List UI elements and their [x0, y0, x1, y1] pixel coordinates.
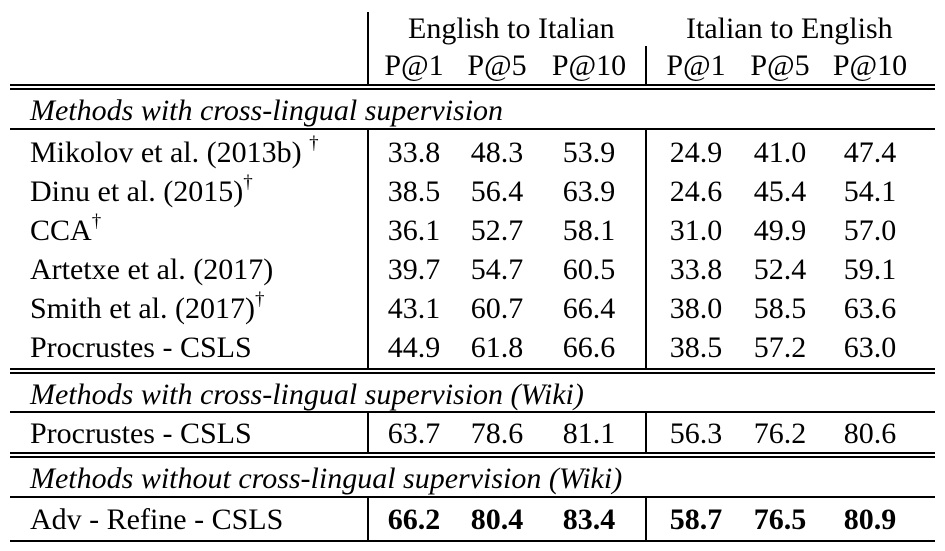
section-title: Methods without cross-lingual supervisio…	[30, 462, 623, 495]
dagger-mark: †	[254, 289, 265, 310]
rule-header-bottom-2	[10, 88, 935, 90]
cell-value: 54.7	[470, 253, 524, 286]
cell-value: 63.7	[387, 417, 441, 450]
group-header-it-en: Italian to English	[686, 12, 893, 45]
cell-value: 33.8	[669, 253, 723, 286]
cell-value: 57.2	[753, 331, 807, 364]
cell-value: 66.2	[387, 503, 441, 536]
cell-value: 60.7	[470, 292, 524, 325]
rule-header-bottom-1	[10, 84, 935, 86]
cell-value: 80.4	[470, 503, 524, 536]
cell-value: 63.9	[562, 175, 616, 208]
dagger-mark: †	[309, 133, 319, 154]
cell-value: 44.9	[387, 331, 441, 364]
cell-value: 53.9	[562, 136, 616, 169]
cell-value: 63.6	[843, 292, 897, 325]
method-name: Mikolov et al. (2013b) †	[30, 133, 319, 169]
cell-value: 83.4	[562, 503, 616, 536]
cell-value: 56.4	[470, 175, 524, 208]
cell-value: 76.5	[753, 503, 807, 536]
method-name: Procrustes - CSLS	[30, 331, 252, 364]
vertical-rule-method	[367, 497, 369, 541]
cell-value: 24.6	[669, 175, 723, 208]
cell-value: 58.1	[562, 214, 616, 247]
metric-header: P@10	[832, 49, 908, 82]
cell-value: 58.7	[669, 503, 723, 536]
cell-value: 76.2	[753, 417, 807, 450]
vertical-rule-method	[367, 130, 369, 370]
vertical-rule-group	[645, 46, 647, 85]
group-header-en-it: English to Italian	[408, 12, 615, 45]
cell-value: 41.0	[753, 136, 807, 169]
cell-value: 38.5	[387, 175, 441, 208]
cell-value: 63.0	[843, 331, 897, 364]
cell-value: 48.3	[470, 136, 524, 169]
vertical-rule-group	[645, 497, 647, 541]
rule-section-1-bottom-1	[10, 368, 935, 370]
rule-section-2-title	[10, 411, 935, 413]
cell-value: 43.1	[387, 292, 441, 325]
cell-value: 54.1	[843, 175, 897, 208]
cell-value: 56.3	[669, 417, 723, 450]
cell-value: 24.9	[669, 136, 723, 169]
vertical-rule-method	[367, 413, 369, 453]
cell-value: 80.9	[843, 503, 897, 536]
cell-value: 45.4	[753, 175, 807, 208]
cell-value: 38.0	[669, 292, 723, 325]
rule-table-bottom	[10, 540, 935, 542]
cell-value: 47.4	[843, 136, 897, 169]
method-name: Dinu et al. (2015)†	[30, 172, 253, 208]
method-name: CCA†	[30, 211, 102, 247]
vertical-rule-group	[645, 130, 647, 370]
vertical-rule-method	[367, 12, 369, 85]
dagger-mark: †	[91, 211, 102, 232]
rule-section-1-bottom-2	[10, 372, 935, 374]
method-name: Artetxe et al. (2017)	[30, 253, 274, 286]
cell-value: 81.1	[562, 417, 616, 450]
metric-header: P@1	[666, 49, 726, 82]
rule-section-2-bottom-1	[10, 452, 935, 454]
section-title: Methods with cross-lingual supervision (…	[30, 378, 584, 411]
method-name: Smith et al. (2017)†	[30, 289, 265, 325]
cell-value: 78.6	[470, 417, 524, 450]
section-title: Methods with cross-lingual supervision	[30, 94, 504, 127]
cell-value: 38.5	[669, 331, 723, 364]
metric-header: P@5	[750, 49, 810, 82]
cell-value: 39.7	[387, 253, 441, 286]
dagger-mark: †	[243, 172, 253, 193]
metric-header: P@5	[467, 49, 527, 82]
cell-value: 58.5	[753, 292, 807, 325]
rule-section-1-title	[10, 128, 935, 130]
cell-value: 66.4	[562, 292, 616, 325]
cell-value: 60.5	[562, 253, 616, 286]
cell-value: 57.0	[843, 214, 897, 247]
metric-header: P@1	[384, 49, 444, 82]
cell-value: 52.4	[753, 253, 807, 286]
rule-section-2-bottom-2	[10, 456, 935, 458]
cell-value: 31.0	[669, 214, 723, 247]
cell-value: 59.1	[843, 253, 897, 286]
cell-value: 61.8	[470, 331, 524, 364]
method-name: Adv - Refine - CSLS	[30, 503, 284, 536]
metric-header: P@10	[551, 49, 627, 82]
cell-value: 66.6	[562, 331, 616, 364]
cell-value: 49.9	[753, 214, 807, 247]
cell-value: 36.1	[387, 214, 441, 247]
rule-section-3-title	[10, 496, 935, 498]
cell-value: 33.8	[387, 136, 441, 169]
vertical-rule-group	[645, 413, 647, 453]
method-name: Procrustes - CSLS	[30, 417, 252, 450]
cell-value: 80.6	[843, 417, 897, 450]
cell-value: 52.7	[470, 214, 524, 247]
